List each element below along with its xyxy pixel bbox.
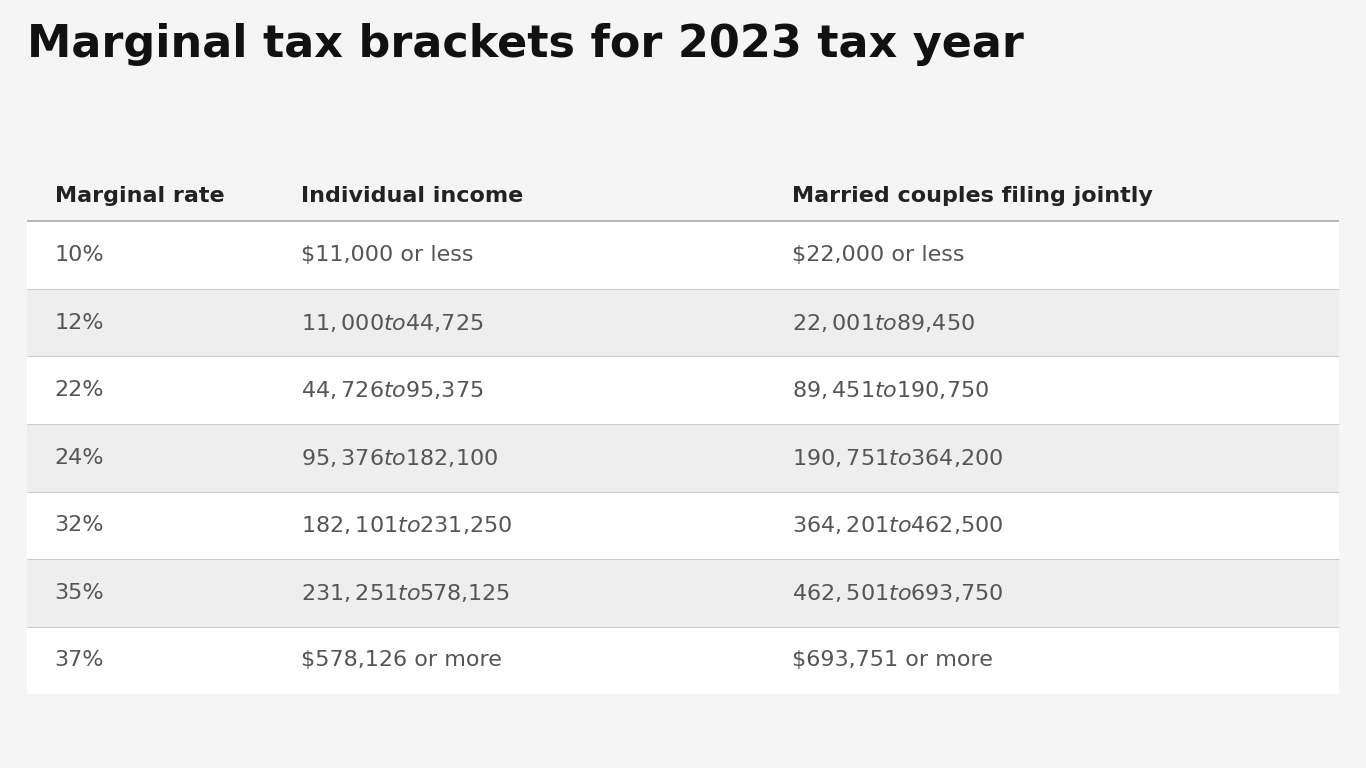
Text: Married couples filing jointly: Married couples filing jointly	[792, 186, 1153, 206]
Text: 12%: 12%	[55, 313, 104, 333]
FancyBboxPatch shape	[27, 492, 1339, 559]
Text: $44,726 to $95,375: $44,726 to $95,375	[301, 379, 484, 401]
Text: $190,751 to $364,200: $190,751 to $364,200	[792, 447, 1004, 468]
Text: $462,501 to $693,750: $462,501 to $693,750	[792, 582, 1004, 604]
Text: $22,000 or less: $22,000 or less	[792, 245, 964, 265]
Text: $95,376 to $182,100: $95,376 to $182,100	[301, 447, 497, 468]
Text: 37%: 37%	[55, 650, 104, 670]
Text: 32%: 32%	[55, 515, 104, 535]
Text: $182,101 to $231,250: $182,101 to $231,250	[301, 515, 512, 536]
FancyBboxPatch shape	[27, 559, 1339, 627]
Text: $231,251 to $578,125: $231,251 to $578,125	[301, 582, 510, 604]
Text: $578,126 or more: $578,126 or more	[301, 650, 501, 670]
Text: 22%: 22%	[55, 380, 104, 400]
Text: Individual income: Individual income	[301, 186, 523, 206]
FancyBboxPatch shape	[27, 424, 1339, 492]
Text: 10%: 10%	[55, 245, 104, 265]
Text: Marginal tax brackets for 2023 tax year: Marginal tax brackets for 2023 tax year	[27, 23, 1024, 66]
Text: $22,001 to $89,450: $22,001 to $89,450	[792, 312, 975, 333]
Text: $89,451 to $190,750: $89,451 to $190,750	[792, 379, 989, 401]
Text: $11,000 to $44,725: $11,000 to $44,725	[301, 312, 484, 333]
FancyBboxPatch shape	[27, 221, 1339, 289]
Text: Marginal rate: Marginal rate	[55, 186, 224, 206]
Text: 35%: 35%	[55, 583, 104, 603]
FancyBboxPatch shape	[27, 627, 1339, 694]
Text: $693,751 or more: $693,751 or more	[792, 650, 993, 670]
FancyBboxPatch shape	[27, 356, 1339, 424]
FancyBboxPatch shape	[27, 289, 1339, 356]
Text: $364,201 to $462,500: $364,201 to $462,500	[792, 515, 1004, 536]
Text: 24%: 24%	[55, 448, 104, 468]
Text: $11,000 or less: $11,000 or less	[301, 245, 473, 265]
